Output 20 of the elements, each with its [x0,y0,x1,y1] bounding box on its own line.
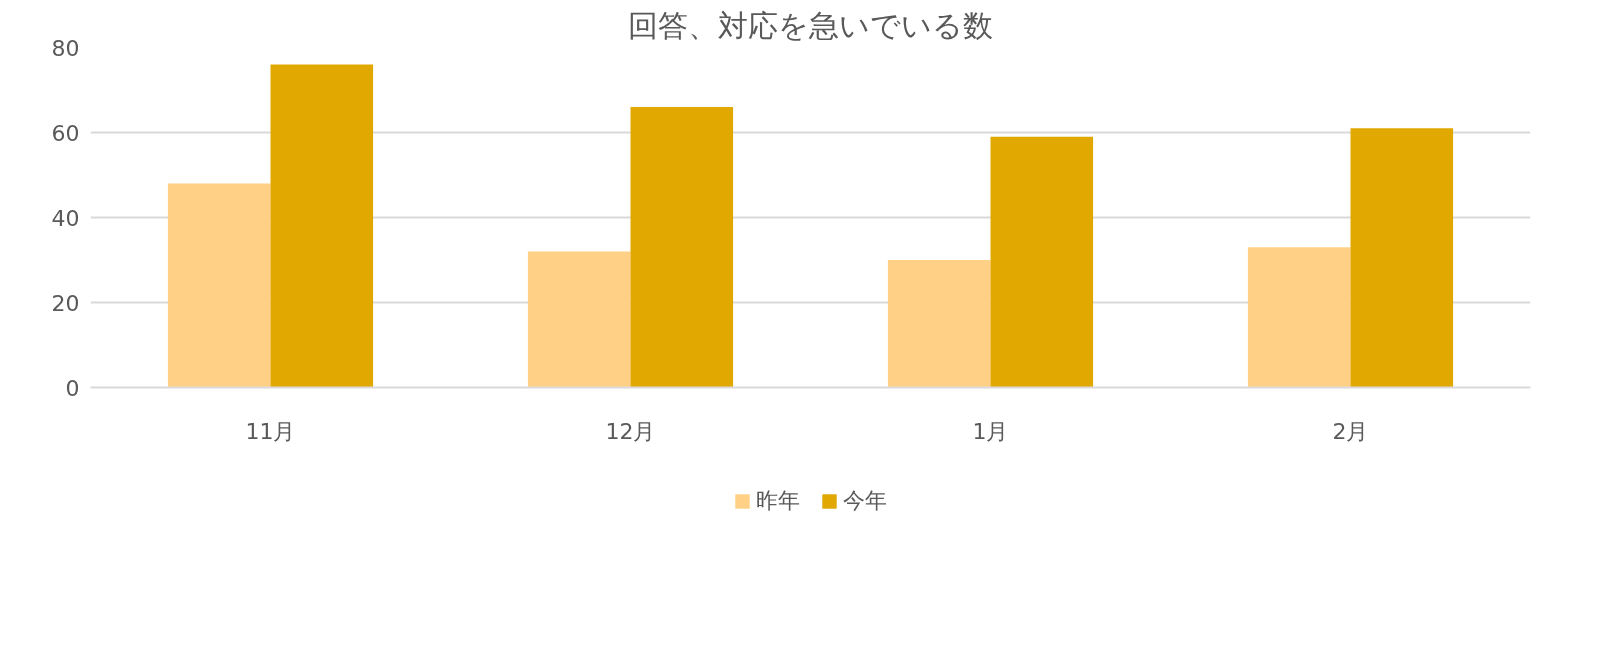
bar [1350,128,1454,388]
legend-label: 今年 [843,487,887,515]
y-tick-label: 40 [51,205,80,231]
x-tick-label: 2月 [1332,418,1369,444]
bar [1247,247,1351,388]
bar [630,107,734,388]
y-tick-label: 60 [51,120,80,146]
bar [990,136,1094,388]
legend-label: 昨年 [756,487,800,515]
x-tick-label: 1月 [972,418,1009,444]
bar [167,183,271,388]
y-tick-label: 80 [51,35,80,61]
chart-title: 回答、対応を急いでいる数 [628,7,993,43]
y-tick-label: 20 [51,290,80,316]
bar [887,260,991,388]
x-tick-label: 11月 [245,418,296,444]
bar [270,64,374,388]
bar [527,251,631,388]
y-tick-label: 0 [65,375,80,401]
x-tick-label: 12月 [605,418,656,444]
